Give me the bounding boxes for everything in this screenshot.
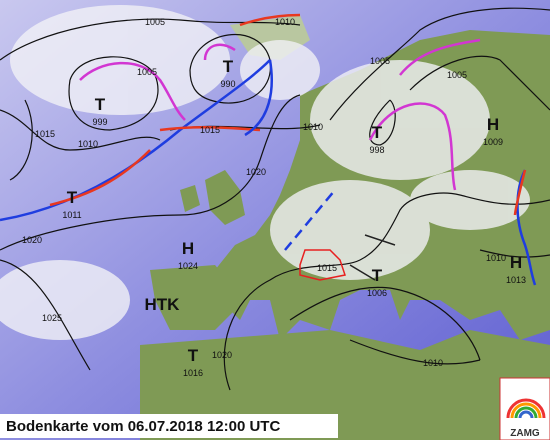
isobar-label: 1010 — [486, 253, 506, 263]
footer: Bodenkarte vom 06.07.2018 12:00 UTC — [6, 418, 280, 435]
center-symbol: T — [372, 123, 383, 142]
isobar-label: 1010 — [423, 358, 443, 368]
center-pressure: 990 — [220, 79, 235, 89]
isobar-label: 1015 — [200, 125, 220, 135]
center-symbol: T — [67, 188, 78, 207]
center-symbol: T — [372, 266, 383, 285]
isobars — [0, 7, 550, 391]
center-symbol: H — [487, 115, 499, 134]
isobar-label: 1010 — [78, 139, 98, 149]
center-symbol: T — [95, 95, 106, 114]
isobar-label: 1005 — [137, 67, 157, 77]
isobar-label: 1005 — [370, 56, 390, 66]
center-symbol: HTK — [145, 295, 181, 314]
isobar-label: 1010 — [275, 17, 295, 27]
center-pressure: 1011 — [62, 210, 81, 220]
footer-box — [0, 414, 338, 438]
center-pressure: 1006 — [367, 288, 387, 298]
center-symbol: T — [223, 57, 234, 76]
isobar-label: 1005 — [145, 17, 165, 27]
logo: ZAMG — [499, 377, 550, 440]
logo-text: ZAMG — [510, 428, 540, 439]
center-pressure: 1009 — [483, 137, 503, 147]
isobar-label: 1010 — [303, 122, 323, 132]
isobar-label: 1005 — [447, 70, 467, 80]
isobar-labels: 1005 1010 1005 1015 1010 1015 1010 1005 1005 1020… — [22, 17, 506, 368]
isobar-label: 1015 — [317, 263, 337, 273]
center-pressure: 1013 — [506, 275, 526, 285]
isobar-label: 1020 — [212, 350, 232, 360]
center-symbol: T — [188, 346, 199, 365]
center-symbol: H — [182, 239, 194, 258]
isobar-label: 1020 — [246, 167, 266, 177]
center-symbol: H — [510, 253, 522, 272]
center-pressure: 1024 — [178, 261, 198, 271]
isobar-label: 1020 — [22, 235, 42, 245]
isobar-label: 1015 — [35, 129, 55, 139]
center-pressure: 998 — [369, 145, 384, 155]
center-pressure: 999 — [92, 117, 107, 127]
pressure-centers: T 999 T 990 T 998 H 1009 T 1011 H 1024 HTK T 1016 T 1006… — [62, 57, 526, 378]
fronts — [0, 13, 537, 286]
isobar-label: 1025 — [42, 313, 62, 323]
center-pressure: 1016 — [183, 368, 203, 378]
